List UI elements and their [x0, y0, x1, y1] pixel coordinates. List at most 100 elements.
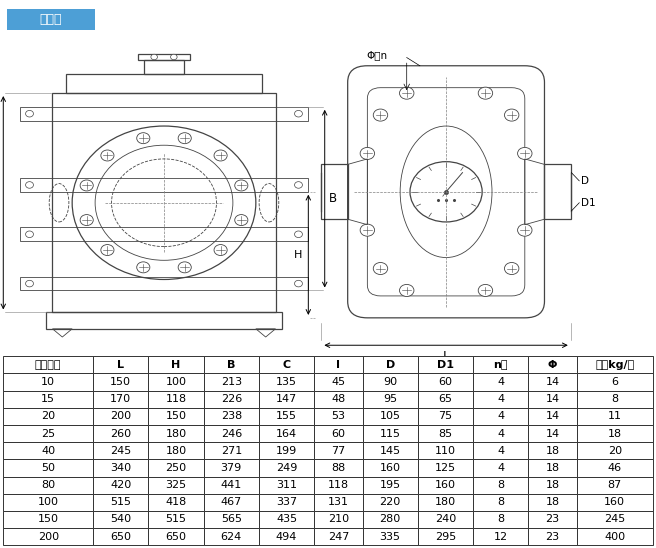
Circle shape: [214, 150, 227, 161]
Bar: [259, 442, 314, 459]
Circle shape: [26, 281, 33, 287]
Bar: [473, 494, 528, 511]
Bar: [418, 511, 473, 528]
Bar: [20, 107, 308, 121]
Bar: [577, 442, 653, 459]
Text: 160: 160: [380, 463, 401, 473]
Circle shape: [151, 54, 157, 60]
Bar: [314, 391, 363, 408]
Bar: [473, 511, 528, 528]
Circle shape: [504, 109, 519, 121]
Text: 245: 245: [604, 515, 625, 524]
Bar: [93, 442, 148, 459]
Bar: [203, 408, 259, 425]
Text: 624: 624: [220, 532, 242, 541]
Bar: [528, 494, 577, 511]
Bar: [148, 356, 203, 373]
Text: 12: 12: [494, 532, 508, 541]
Text: 515: 515: [110, 497, 131, 507]
Bar: [577, 391, 653, 408]
Bar: [473, 477, 528, 494]
Circle shape: [136, 133, 150, 144]
Bar: [577, 373, 653, 391]
Bar: [66, 74, 262, 93]
Bar: [418, 391, 473, 408]
Text: 18: 18: [546, 480, 560, 490]
Bar: [93, 528, 148, 545]
Bar: [528, 408, 577, 425]
Text: 180: 180: [165, 446, 186, 456]
Text: 50: 50: [41, 463, 55, 473]
Text: 295: 295: [435, 532, 456, 541]
Text: 199: 199: [276, 446, 297, 456]
Text: L: L: [443, 350, 449, 363]
Text: 160: 160: [435, 480, 456, 490]
Text: 325: 325: [165, 480, 186, 490]
Bar: [20, 178, 308, 192]
Bar: [148, 511, 203, 528]
Text: 247: 247: [328, 532, 349, 541]
Bar: [3, 356, 93, 373]
Circle shape: [360, 147, 375, 159]
Text: D: D: [386, 360, 395, 370]
Bar: [203, 494, 259, 511]
Bar: [314, 373, 363, 391]
Bar: [363, 511, 418, 528]
Bar: [259, 425, 314, 442]
Text: 210: 210: [328, 515, 349, 524]
Bar: [3, 528, 93, 545]
Circle shape: [478, 284, 493, 296]
Bar: [259, 528, 314, 545]
Bar: [363, 391, 418, 408]
Bar: [314, 425, 363, 442]
Text: 115: 115: [380, 429, 401, 438]
Text: 246: 246: [220, 429, 242, 438]
Text: 467: 467: [220, 497, 242, 507]
Text: 147: 147: [276, 394, 297, 404]
Circle shape: [295, 182, 302, 189]
Text: 213: 213: [220, 377, 242, 387]
Text: 75: 75: [438, 412, 453, 421]
Text: 131: 131: [328, 497, 349, 507]
Bar: [203, 391, 259, 408]
Text: 18: 18: [546, 446, 560, 456]
Text: 200: 200: [37, 532, 59, 541]
Text: 18: 18: [546, 463, 560, 473]
Bar: [148, 408, 203, 425]
Circle shape: [26, 182, 33, 189]
Text: 249: 249: [276, 463, 297, 473]
Text: 650: 650: [110, 532, 131, 541]
Text: 220: 220: [380, 497, 401, 507]
Bar: [544, 164, 571, 219]
Circle shape: [410, 162, 482, 222]
Text: 77: 77: [331, 446, 346, 456]
Bar: [93, 373, 148, 391]
Text: C: C: [283, 360, 291, 370]
Text: L: L: [117, 360, 124, 370]
Text: 14: 14: [546, 377, 560, 387]
Text: 40: 40: [41, 446, 55, 456]
Circle shape: [235, 215, 248, 226]
Circle shape: [373, 262, 388, 275]
Bar: [93, 356, 148, 373]
Bar: [528, 391, 577, 408]
Bar: [363, 528, 418, 545]
Text: Φ: Φ: [548, 360, 557, 370]
Circle shape: [478, 87, 493, 99]
Text: 271: 271: [220, 446, 242, 456]
Bar: [3, 391, 93, 408]
Bar: [203, 477, 259, 494]
Text: 45: 45: [331, 377, 346, 387]
Bar: [418, 442, 473, 459]
Bar: [203, 459, 259, 477]
Circle shape: [214, 244, 227, 255]
Bar: [363, 494, 418, 511]
Text: 195: 195: [380, 480, 401, 490]
Text: 135: 135: [276, 377, 297, 387]
Bar: [473, 442, 528, 459]
Bar: [363, 356, 418, 373]
Circle shape: [178, 262, 192, 273]
Text: H: H: [171, 360, 180, 370]
Text: I: I: [337, 360, 340, 370]
Circle shape: [101, 244, 114, 255]
